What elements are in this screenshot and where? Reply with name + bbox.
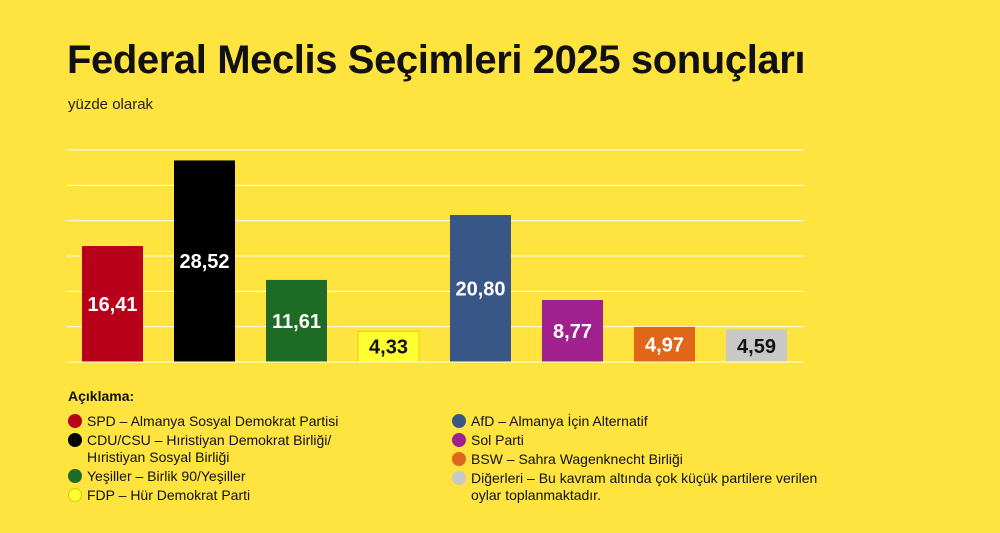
legend-column-left: SPD – Almanya Sosyal Demokrat Partisi CDU…	[68, 413, 338, 506]
legend-item: AfD – Almanya İçin Alternatif	[452, 413, 817, 430]
legend-label: SPD – Almanya Sosyal Demokrat Partisi	[87, 413, 339, 429]
legend-item: BSW – Sahra Wagenknecht Birliği	[452, 451, 817, 468]
legend-label: Yeşiller – Birlik 90/Yeşiller	[87, 468, 246, 484]
legend-label: Diğerleri – Bu kavram altında çok küçük …	[471, 470, 818, 503]
legend-item: Diğerleri – Bu kavram altında çok küçük …	[452, 470, 817, 504]
bar	[542, 300, 603, 362]
bar	[266, 279, 327, 362]
legend-item: CDU/CSU – Hıristiyan Demokrat Birliği/ H…	[68, 432, 338, 466]
legend-label: FDP – Hür Demokrat Parti	[87, 487, 251, 503]
legend-label: Sol Parti	[471, 432, 524, 448]
bar-value-label: 11,61	[272, 311, 321, 333]
legend-swatch	[68, 414, 82, 428]
bar-value-label: 28,52	[179, 251, 229, 273]
legend-column-right: AfD – Almanya İçin Alternatif Sol Parti BS…	[452, 413, 817, 506]
legend-item: SPD – Almanya Sosyal Demokrat Partisi	[68, 413, 338, 430]
legend-item: FDP – Hür Demokrat Parti	[68, 487, 338, 504]
bar	[726, 329, 787, 362]
bar-value-label: 8,77	[553, 321, 592, 343]
legend-swatch	[452, 433, 466, 447]
bar	[450, 215, 511, 362]
legend-swatch	[68, 433, 82, 447]
bar	[82, 246, 143, 362]
legend-swatch	[68, 469, 82, 483]
legend-item: Yeşiller – Birlik 90/Yeşiller	[68, 468, 338, 485]
bar-value-label: 4,97	[645, 334, 684, 356]
legend-swatch	[452, 452, 466, 466]
bar-value-label: 4,33	[369, 337, 408, 359]
legend-title: Açıklama:	[68, 388, 135, 404]
legend-swatch	[452, 471, 466, 485]
legend-label: AfD – Almanya İçin Alternatif	[471, 413, 648, 429]
bar-value-label: 20,80	[455, 279, 505, 301]
legend-label: CDU/CSU – Hıristiyan Demokrat Birliği/ H…	[87, 432, 332, 465]
bar-value-label: 4,59	[737, 336, 776, 358]
bar-value-label: 16,41	[87, 294, 137, 316]
chart-subtitle: yüzde olarak	[68, 96, 154, 113]
legend-label: BSW – Sahra Wagenknecht Birliği	[471, 451, 683, 467]
legend-item: Sol Parti	[452, 432, 817, 449]
legend-swatch	[452, 414, 466, 428]
bar	[634, 326, 695, 362]
legend-swatch	[68, 488, 82, 502]
chart-title: Federal Meclis Seçimleri 2025 sonuçları	[67, 38, 806, 82]
bar	[174, 160, 235, 362]
